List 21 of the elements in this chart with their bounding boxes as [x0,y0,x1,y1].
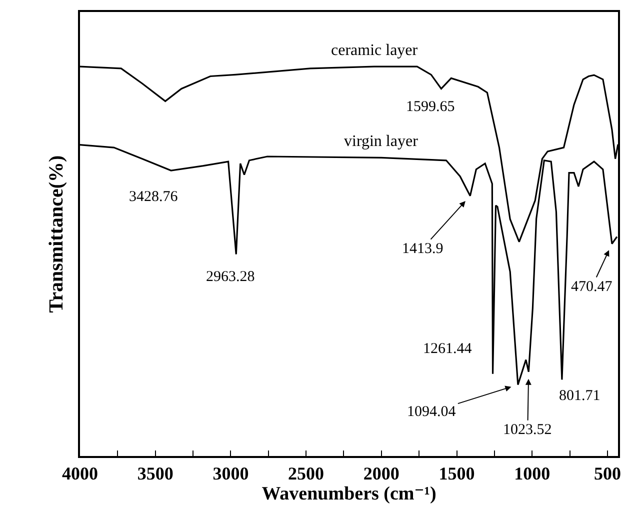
y-axis-title: Transmittance(%) [45,155,68,313]
annotation: 1261.44 [423,341,472,357]
x-tick-label: 500 [594,463,621,484]
annotation: 2963.28 [206,269,255,285]
annotation: 1094.04 [407,404,456,420]
x-tick-label: 3500 [137,463,174,484]
annotation: 801.71 [559,388,600,404]
x-axis-title: Wavenumbers (cm⁻¹) [262,484,436,505]
series-label: ceramic layer [331,42,418,59]
x-tick-label: 3000 [212,463,249,484]
x-tick-label: 1000 [514,463,550,484]
series-label: virgin layer [344,133,419,150]
annotation: 3428.76 [129,189,178,205]
annotation: 1599.65 [406,99,455,115]
x-tick-label: 2000 [363,463,400,484]
x-tick-label: 1500 [438,463,475,484]
annotation: 470.47 [571,279,613,295]
x-tick-label: 2500 [288,463,324,484]
annotation: 1413.9 [402,241,444,257]
annotation: 1023.52 [503,422,552,438]
x-tick-label: 4000 [62,463,98,484]
